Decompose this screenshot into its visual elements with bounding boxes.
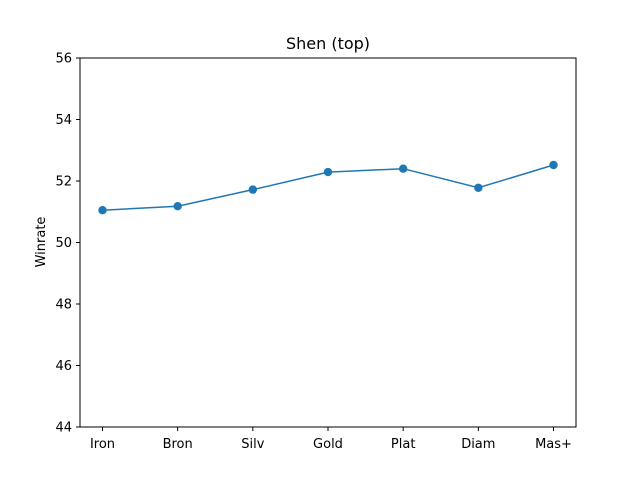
y-tick-label: 52 (55, 175, 72, 190)
x-tick-label: Mas+ (535, 437, 572, 452)
y-tick-label: 54 (55, 113, 72, 128)
x-tick-label: Plat (391, 437, 416, 452)
data-point (474, 183, 483, 192)
y-tick-label: 56 (55, 52, 72, 67)
y-axis-label: Winrate (34, 217, 49, 268)
x-tick-label: Diam (461, 437, 495, 452)
x-tick-label: Iron (90, 437, 115, 452)
data-point (398, 164, 408, 173)
y-axis-ticks: 44 46 48 50 52 54 56 (55, 52, 80, 436)
data-point (98, 206, 107, 215)
data-point (323, 167, 333, 177)
y-tick-label: 48 (55, 298, 72, 313)
series-layer (98, 160, 558, 215)
data-point (173, 202, 182, 211)
data-point (549, 160, 558, 170)
y-tick-label: 46 (55, 359, 72, 374)
y-tick-label: 44 (55, 421, 72, 436)
x-tick-label: Silv (241, 437, 264, 452)
x-tick-label: Bron (163, 437, 193, 452)
x-tick-label: Gold (313, 437, 343, 452)
plot-frame (79, 57, 577, 428)
x-axis-ticks: Iron Bron Silv Gold Plat Diam Mas+ (90, 427, 572, 452)
y-tick-label: 50 (55, 236, 72, 251)
data-point (248, 185, 258, 194)
chart-title: Shen (top) (286, 34, 370, 53)
